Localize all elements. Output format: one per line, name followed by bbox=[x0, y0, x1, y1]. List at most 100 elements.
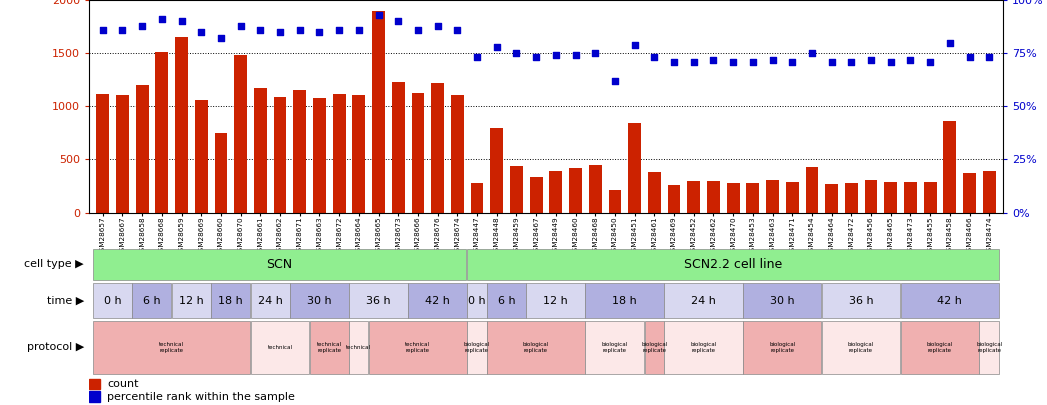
Bar bbox=[885, 182, 897, 213]
Point bbox=[843, 58, 860, 65]
Bar bbox=[570, 168, 582, 213]
Bar bbox=[136, 85, 149, 213]
FancyBboxPatch shape bbox=[822, 284, 900, 318]
Point bbox=[666, 58, 683, 65]
Text: 18 h: 18 h bbox=[218, 296, 243, 306]
Bar bbox=[116, 95, 129, 213]
Point bbox=[626, 41, 643, 48]
Text: biological
replicate: biological replicate bbox=[602, 342, 628, 353]
Point bbox=[114, 27, 131, 33]
Point bbox=[764, 56, 781, 63]
Text: technical
replicate: technical replicate bbox=[159, 342, 184, 353]
Bar bbox=[175, 37, 188, 213]
Bar bbox=[89, 391, 99, 402]
Text: 30 h: 30 h bbox=[770, 296, 795, 306]
Point bbox=[903, 56, 919, 63]
Text: technical: technical bbox=[267, 345, 292, 350]
Point bbox=[351, 27, 367, 33]
FancyBboxPatch shape bbox=[93, 321, 250, 373]
Point bbox=[429, 22, 446, 29]
Text: 12 h: 12 h bbox=[179, 296, 203, 306]
Bar bbox=[333, 94, 346, 213]
Point bbox=[803, 50, 820, 56]
Text: biological
replicate: biological replicate bbox=[464, 342, 490, 353]
Bar bbox=[155, 52, 169, 213]
Bar bbox=[805, 167, 819, 213]
FancyBboxPatch shape bbox=[979, 321, 999, 373]
Text: 42 h: 42 h bbox=[425, 296, 450, 306]
FancyBboxPatch shape bbox=[743, 321, 822, 373]
Bar bbox=[372, 11, 385, 213]
Point bbox=[291, 27, 308, 33]
Bar bbox=[510, 166, 522, 213]
Text: protocol ▶: protocol ▶ bbox=[26, 342, 84, 352]
Text: count: count bbox=[107, 379, 139, 389]
FancyBboxPatch shape bbox=[211, 284, 250, 318]
FancyBboxPatch shape bbox=[369, 321, 467, 373]
Bar bbox=[588, 165, 602, 213]
Point bbox=[686, 58, 703, 65]
FancyBboxPatch shape bbox=[822, 321, 900, 373]
Point bbox=[606, 78, 623, 84]
Text: 18 h: 18 h bbox=[612, 296, 637, 306]
Point bbox=[252, 27, 269, 33]
FancyBboxPatch shape bbox=[408, 284, 467, 318]
Text: percentile rank within the sample: percentile rank within the sample bbox=[107, 392, 295, 402]
Text: cell type ▶: cell type ▶ bbox=[24, 259, 84, 269]
FancyBboxPatch shape bbox=[585, 284, 664, 318]
FancyBboxPatch shape bbox=[290, 284, 349, 318]
Point bbox=[863, 56, 879, 63]
FancyBboxPatch shape bbox=[664, 321, 742, 373]
Bar bbox=[490, 128, 504, 213]
Text: 0 h: 0 h bbox=[468, 296, 486, 306]
Bar bbox=[766, 180, 779, 213]
Bar bbox=[648, 172, 661, 213]
FancyBboxPatch shape bbox=[132, 284, 172, 318]
Point bbox=[941, 39, 958, 46]
FancyBboxPatch shape bbox=[250, 284, 290, 318]
Text: biological
replicate: biological replicate bbox=[770, 342, 796, 353]
Bar bbox=[747, 183, 759, 213]
FancyBboxPatch shape bbox=[93, 249, 466, 280]
Point bbox=[646, 54, 663, 61]
Point bbox=[311, 29, 328, 35]
FancyBboxPatch shape bbox=[467, 321, 487, 373]
FancyBboxPatch shape bbox=[487, 321, 585, 373]
Bar bbox=[530, 177, 542, 213]
Point bbox=[94, 27, 111, 33]
Text: biological
replicate: biological replicate bbox=[848, 342, 874, 353]
Bar bbox=[235, 55, 247, 213]
Text: biological
replicate: biological replicate bbox=[641, 342, 667, 353]
Bar bbox=[353, 95, 365, 213]
Bar bbox=[89, 379, 99, 389]
Bar bbox=[983, 171, 996, 213]
Bar bbox=[392, 82, 405, 213]
FancyBboxPatch shape bbox=[900, 284, 999, 318]
Text: 6 h: 6 h bbox=[497, 296, 515, 306]
Point bbox=[134, 22, 151, 29]
FancyBboxPatch shape bbox=[250, 321, 309, 373]
Point bbox=[409, 27, 426, 33]
Text: SCN2.2 cell line: SCN2.2 cell line bbox=[684, 258, 782, 271]
Text: 24 h: 24 h bbox=[258, 296, 283, 306]
Point bbox=[883, 58, 899, 65]
Point bbox=[232, 22, 249, 29]
Text: technical: technical bbox=[347, 345, 372, 350]
FancyBboxPatch shape bbox=[467, 284, 487, 318]
Point bbox=[449, 27, 466, 33]
Point bbox=[784, 58, 801, 65]
Bar bbox=[608, 190, 621, 213]
Point bbox=[488, 44, 505, 50]
Bar bbox=[550, 171, 562, 213]
FancyBboxPatch shape bbox=[172, 284, 210, 318]
Point bbox=[725, 58, 741, 65]
Point bbox=[921, 58, 938, 65]
FancyBboxPatch shape bbox=[349, 321, 369, 373]
FancyBboxPatch shape bbox=[349, 284, 407, 318]
Bar bbox=[96, 94, 109, 213]
Bar bbox=[825, 184, 838, 213]
Point bbox=[213, 35, 229, 41]
Bar bbox=[963, 173, 976, 213]
Text: biological
replicate: biological replicate bbox=[927, 342, 953, 353]
Point bbox=[193, 29, 209, 35]
